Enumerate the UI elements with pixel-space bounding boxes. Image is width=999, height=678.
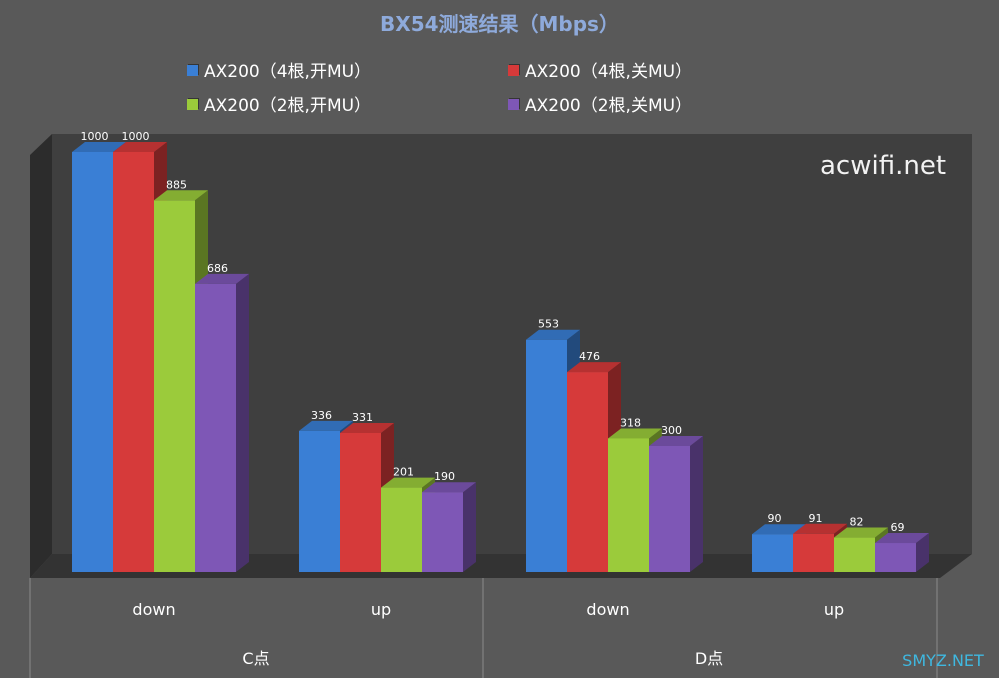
- bar-top: [422, 482, 476, 493]
- bar-front: [113, 152, 154, 572]
- bar-front: [299, 430, 340, 572]
- bar-front: [422, 492, 463, 572]
- bar-side: [916, 533, 929, 572]
- group-label: C点: [242, 649, 269, 668]
- bar-front: [649, 446, 690, 572]
- data-label: 686: [207, 262, 228, 275]
- data-label: 885: [166, 178, 187, 191]
- bar-front: [381, 487, 422, 572]
- data-label: 553: [538, 318, 559, 331]
- bars-layer: [72, 142, 929, 573]
- bar-side: [236, 273, 249, 572]
- bar-top: [834, 527, 888, 538]
- group-label: D点: [695, 649, 723, 668]
- bar-front: [195, 283, 236, 572]
- data-label: 300: [661, 424, 682, 437]
- bar-front: [567, 372, 608, 572]
- legend-entry-3: AX200（2根,开MU）: [187, 91, 371, 116]
- data-label: 82: [850, 516, 864, 529]
- legend-entry-1: AX200（4根,开MU）: [187, 57, 371, 82]
- legend-swatch-1: [187, 65, 198, 76]
- category-label: down: [586, 600, 629, 619]
- bar-top: [195, 273, 249, 284]
- bar-top: [793, 523, 847, 534]
- data-label: 69: [891, 521, 905, 534]
- bar-front: [526, 339, 567, 572]
- data-label: 190: [434, 470, 455, 483]
- bar-front: [608, 438, 649, 572]
- bar-top: [72, 142, 126, 152]
- bar-top: [649, 436, 703, 446]
- legend-label-1: AX200（4根,开MU）: [204, 62, 372, 82]
- labels-layer: 1000 1000 885 686 down 336 331 201 190 up 553 476 31…: [81, 130, 905, 668]
- side-wall: [30, 134, 52, 578]
- floor: [30, 554, 972, 578]
- data-label: 318: [620, 416, 641, 429]
- chart-title: BX54测速结果（Mbps）: [380, 12, 619, 36]
- bar-front: [793, 533, 834, 572]
- bar-top: [752, 524, 806, 535]
- data-label: 90: [768, 512, 782, 525]
- bar-front: [752, 534, 793, 572]
- legend-label-4: AX200（2根,关MU）: [525, 96, 693, 116]
- data-label: 336: [311, 409, 332, 422]
- bar-top: [875, 533, 929, 544]
- bar-top: [381, 477, 435, 488]
- bar-top: [299, 420, 353, 431]
- data-label: 91: [809, 512, 823, 525]
- bar-front: [72, 152, 113, 572]
- bar-3-3: [875, 533, 929, 572]
- category-label: up: [371, 600, 391, 619]
- bar-top: [154, 190, 208, 201]
- bar-side: [690, 436, 703, 572]
- data-label: 1000: [122, 130, 150, 143]
- legend-entry-4: AX200（2根,关MU）: [508, 91, 692, 116]
- back-wall: [52, 134, 972, 554]
- category-label: down: [132, 600, 175, 619]
- corner-watermark: SMYZ.NET: [902, 651, 984, 670]
- data-label: 1000: [81, 130, 109, 143]
- data-label: 476: [579, 350, 600, 363]
- bar-front: [340, 432, 381, 572]
- data-label: 331: [352, 411, 373, 424]
- legend-entry-2: AX200（4根,关MU）: [508, 57, 692, 82]
- legend-swatch-2: [508, 65, 519, 76]
- bar-front: [154, 200, 195, 573]
- legend-label-3: AX200（2根,开MU）: [204, 96, 372, 116]
- data-label: 201: [393, 466, 414, 479]
- bar-front: [834, 537, 875, 572]
- bar-1-3: [422, 482, 476, 572]
- plot-watermark: acwifi.net: [820, 151, 946, 181]
- bar-front: [875, 543, 916, 572]
- legend-label-2: AX200（4根,关MU）: [525, 62, 693, 82]
- bar-top: [526, 329, 580, 340]
- bar-0-3: [195, 273, 249, 572]
- bar-2-3: [649, 436, 703, 572]
- category-label: up: [824, 600, 844, 619]
- legend-swatch-4: [508, 99, 519, 110]
- bar-top: [340, 422, 394, 433]
- legend-swatch-3: [187, 99, 198, 110]
- bar-top: [567, 362, 621, 373]
- bar-top: [608, 428, 662, 439]
- bar-top: [113, 142, 167, 152]
- bar-side: [463, 482, 476, 572]
